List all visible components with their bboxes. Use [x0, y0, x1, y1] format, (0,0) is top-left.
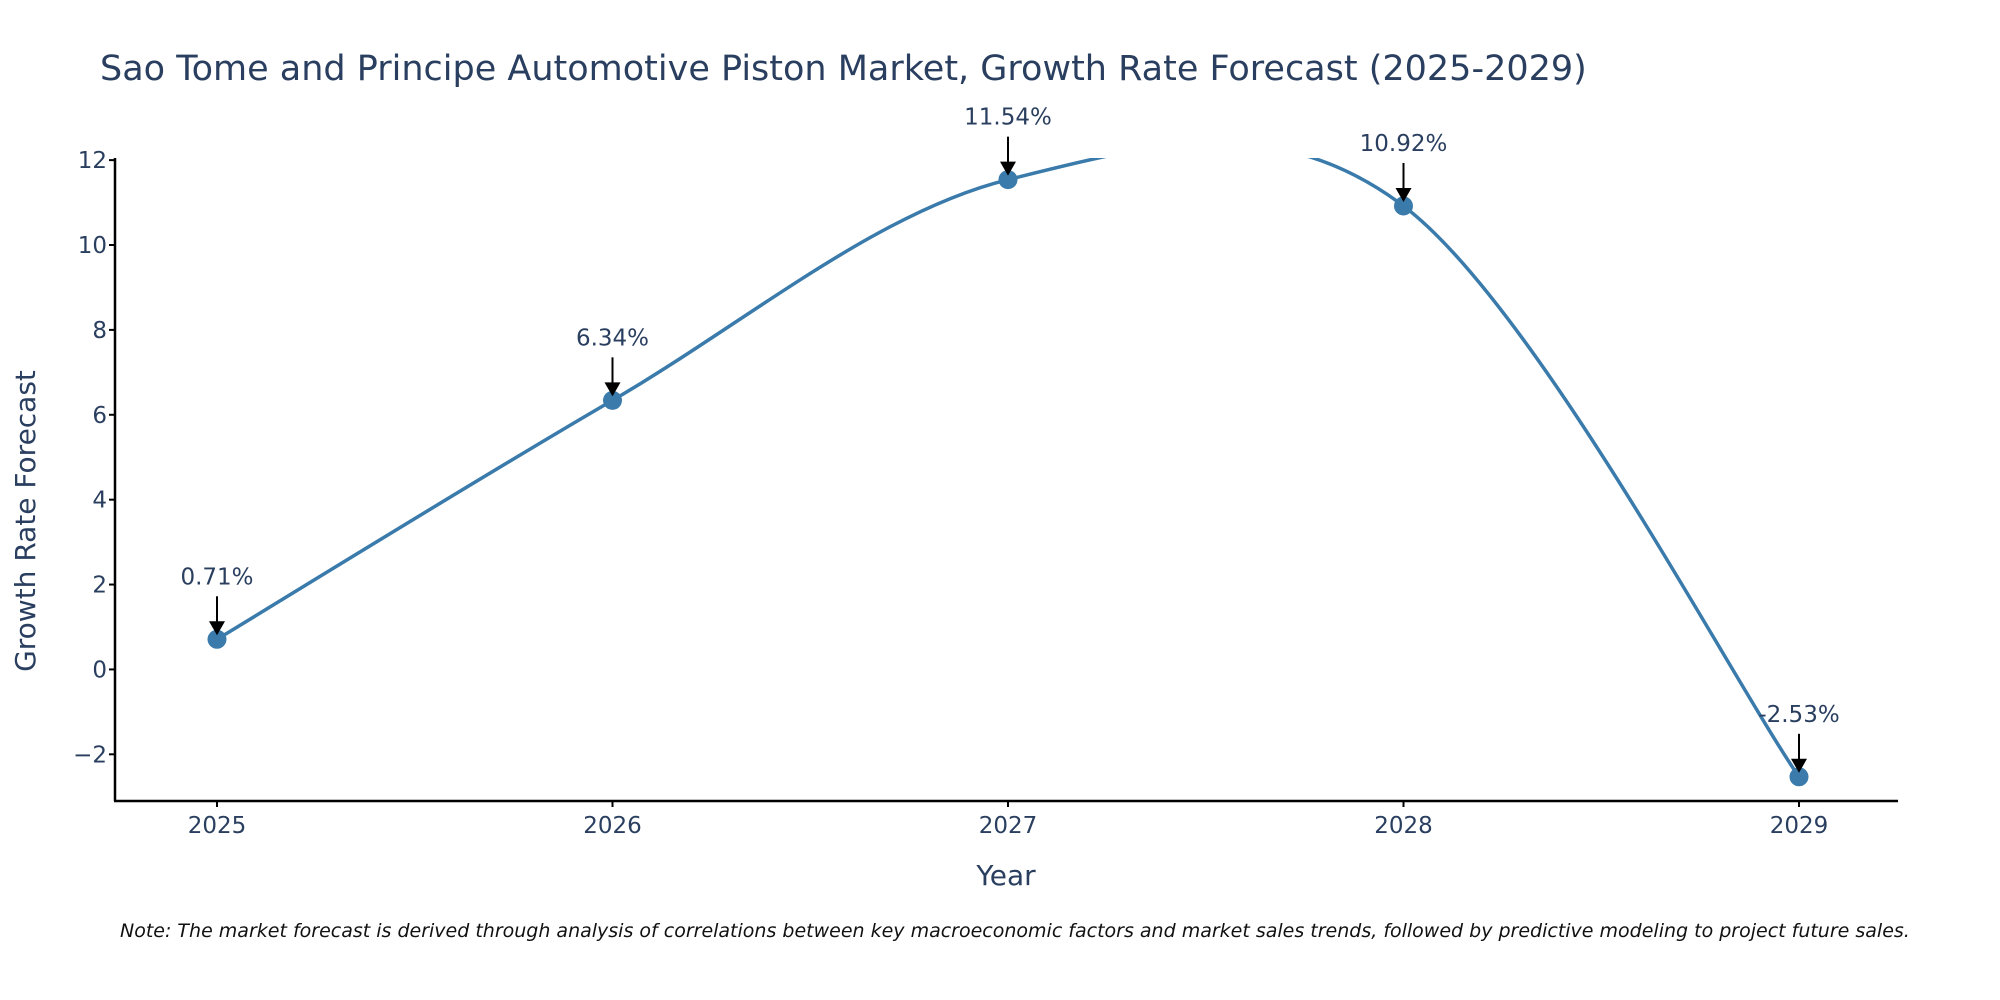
- y-tick-label: 12: [78, 148, 107, 174]
- chart-title: Sao Tome and Principe Automotive Piston …: [100, 49, 1587, 89]
- footnote: Note: The market forecast is derived thr…: [120, 920, 1910, 942]
- annotation-arrow-head: [1000, 161, 1016, 176]
- data-point-2028[interactable]: [1394, 196, 1413, 216]
- annotation-arrow-head: [1791, 758, 1807, 773]
- x-axis-title: Year: [975, 859, 1036, 892]
- annotation-arrow-head: [1395, 187, 1412, 202]
- data-point-2026[interactable]: [603, 390, 622, 410]
- x-tick-label: 2025: [188, 813, 247, 839]
- x-tick-label: 2028: [1374, 813, 1433, 839]
- x-tick-label: 2026: [583, 813, 642, 839]
- y-tick-label: 10: [78, 233, 107, 259]
- data-label-2025: 0.71%: [180, 564, 253, 590]
- plot-area: −2 0 2 4 6 8 10 12 2025 2026 2027 2028 2029 0.71% 6.34…: [73, 105, 1898, 839]
- y-tick-label: 6: [92, 403, 107, 429]
- annotation-arrow-head: [604, 382, 621, 397]
- data-point-2027[interactable]: [998, 170, 1018, 190]
- y-axis-title: Growth Rate Forecast: [9, 370, 42, 672]
- series-line: [216, 158, 1801, 778]
- data-label-2028: 10.92%: [1360, 131, 1448, 157]
- data-point-2025[interactable]: [207, 629, 227, 649]
- annotation-arrow-head: [209, 621, 225, 636]
- x-tick-label: 2027: [979, 813, 1038, 839]
- y-tick-label: 2: [92, 573, 107, 599]
- data-label-2029: -2.53%: [1758, 702, 1839, 728]
- x-tick-label: 2029: [1770, 813, 1829, 839]
- y-tick-label: −2: [73, 742, 107, 768]
- data-point-2029[interactable]: [1789, 767, 1809, 787]
- y-tick-label: 0: [92, 657, 107, 683]
- y-tick-label: 4: [92, 488, 107, 514]
- data-label-2026: 6.34%: [576, 325, 649, 351]
- y-tick-label: 8: [92, 318, 107, 344]
- data-label-2027: 11.54%: [964, 105, 1052, 131]
